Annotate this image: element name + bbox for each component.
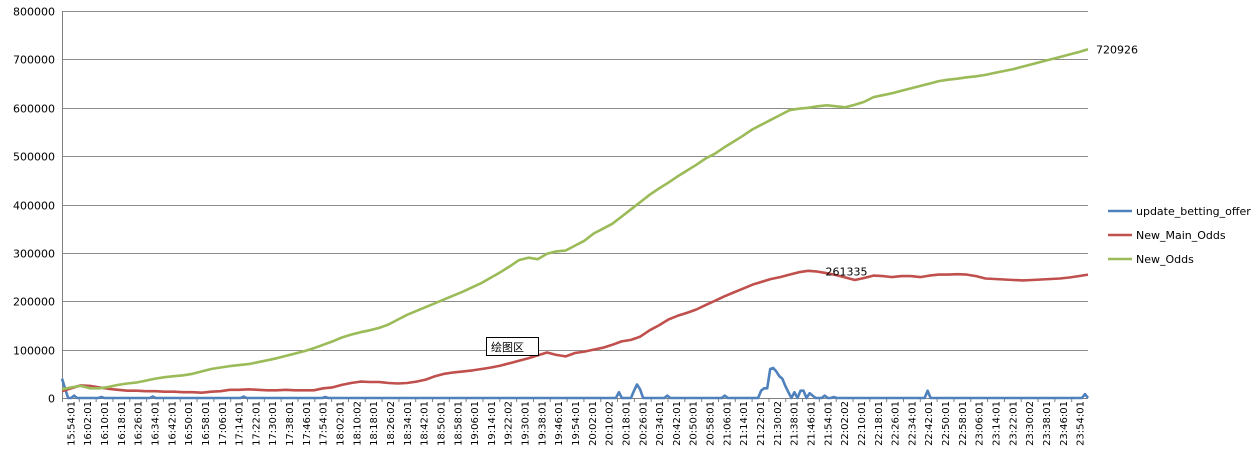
x-tick-label: 21:30:02 (773, 401, 784, 446)
x-tick-label: 19:06:01 (470, 401, 481, 446)
series-line-new-main-odds (61, 269, 1089, 395)
x-tick-label: 19:14:01 (487, 401, 498, 446)
x-tick-label: 23:22:01 (1008, 401, 1019, 446)
x-tick-label: 17:38:01 (285, 401, 296, 446)
series-lines (60, 48, 1090, 400)
x-tick-label: 18:58:01 (453, 401, 464, 446)
x-tick-label: 22:58:01 (958, 401, 969, 446)
x-tick-label: 19:46:01 (554, 401, 565, 446)
x-tick-label: 20:42:01 (672, 401, 683, 446)
x-tick-label: 17:06:01 (218, 401, 229, 446)
x-tick-label: 23:30:02 (1025, 401, 1036, 446)
x-tick-label: 17:30:01 (268, 401, 279, 446)
series-line-new-odds (61, 48, 1089, 391)
x-tick-label: 16:34:01 (151, 401, 162, 446)
x-tick-label: 20:10:02 (605, 401, 616, 446)
gridlines (62, 11, 1088, 399)
x-tick-label: 16:50:01 (184, 401, 195, 446)
x-tick-label: 22:02:02 (840, 401, 851, 446)
x-tick-label: 21:46:01 (806, 401, 817, 446)
x-tick-label: 20:34:01 (655, 401, 666, 446)
x-tick-label: 20:50:01 (689, 401, 700, 446)
y-tick-label: 300000 (13, 248, 55, 261)
x-tick-label: 23:46:01 (1059, 401, 1070, 446)
x-tick-label: 17:46:01 (302, 401, 313, 446)
x-tick-label: 18:26:02 (386, 401, 397, 446)
legend-label: update_betting_offer (1136, 205, 1251, 218)
x-tick-label: 22:26:01 (891, 401, 902, 446)
y-tick-label: 200000 (13, 296, 55, 309)
y-axis-tick-labels: 0 100000 200000 300000 400000 500000 600000 700… (13, 6, 55, 406)
x-tick-label: 20:58:01 (706, 401, 717, 446)
data-annotations: 720926 261335 (826, 43, 1138, 278)
y-tick-label: 400000 (13, 200, 55, 213)
x-tick-label: 19:54:01 (571, 401, 582, 446)
x-tick-label: 22:10:01 (857, 401, 868, 446)
x-tick-label: 17:14:01 (235, 401, 246, 446)
x-tick-label: 16:10:01 (100, 401, 111, 446)
x-tick-label: 21:54:01 (823, 401, 834, 446)
plot-area-tooltip: 绘图区 (486, 337, 539, 356)
y-tick-label: 100000 (13, 345, 55, 358)
x-tick-label: 16:26:01 (134, 401, 145, 446)
y-tick-label: 500000 (13, 151, 55, 164)
y-tick-label: 800000 (13, 6, 55, 19)
x-tick-label: 23:38:01 (1042, 401, 1053, 446)
x-tick-label: 18:34:01 (403, 401, 414, 446)
x-tick-label: 18:02:01 (336, 401, 347, 446)
x-tick-label: 21:06:01 (722, 401, 733, 446)
x-tick-label: 19:38:01 (537, 401, 548, 446)
x-tick-label: 19:22:02 (504, 401, 515, 446)
x-tick-label: 18:50:01 (436, 401, 447, 446)
x-tick-label: 17:54:01 (319, 401, 330, 446)
legend-item-update-betting-offer[interactable]: update_betting_offer (1108, 205, 1251, 218)
x-tick-label: 18:10:02 (352, 401, 363, 446)
x-axis-tick-labels: 15:54:01 16:02:01 16:10:01 16:18:01 16:26:01… (62, 398, 1087, 446)
x-tick-label: 21:22:01 (756, 401, 767, 446)
x-tick-label: 20:18:01 (621, 401, 632, 446)
x-tick-label: 17:22:01 (251, 401, 262, 446)
x-tick-label: 23:06:01 (975, 401, 986, 446)
legend-label: New_Odds (1136, 253, 1194, 266)
x-tick-label: 21:38:01 (790, 401, 801, 446)
x-tick-label: 20:02:01 (588, 401, 599, 446)
x-tick-label: 16:58:01 (201, 401, 212, 446)
data-label: 261335 (826, 266, 868, 279)
x-tick-label: 20:26:01 (638, 401, 649, 446)
x-tick-label: 16:42:01 (167, 401, 178, 446)
x-tick-label: 22:42:01 (924, 401, 935, 446)
plot-area-tooltip-box (486, 337, 539, 356)
y-tick-label: 0 (48, 393, 55, 406)
x-tick-label: 15:54:01 (66, 401, 77, 446)
x-tick-label: 18:42:01 (420, 401, 431, 446)
x-tick-label: 23:54:01 (1076, 401, 1087, 446)
plot-area-tooltip-text: 绘图区 (491, 340, 524, 354)
legend-label: New_Main_Odds (1136, 229, 1226, 242)
series-line-update-betting-offer (60, 366, 1090, 400)
legend[interactable]: update_betting_offer New_Main_Odds New_Odd… (1108, 205, 1251, 266)
x-tick-label: 22:18:01 (874, 401, 885, 446)
y-tick-label: 600000 (13, 103, 55, 116)
x-tick-label: 22:50:01 (941, 401, 952, 446)
x-tick-label: 22:34:01 (907, 401, 918, 446)
data-label: 720926 (1096, 43, 1138, 56)
legend-item-new-main-odds[interactable]: New_Main_Odds (1108, 229, 1226, 242)
x-tick-label: 16:18:01 (117, 401, 128, 446)
x-tick-label: 21:14:01 (739, 401, 750, 446)
x-tick-label: 18:18:01 (369, 401, 380, 446)
x-tick-label: 19:30:01 (521, 401, 532, 446)
x-tick-label: 23:14:01 (991, 401, 1002, 446)
y-tick-label: 700000 (13, 54, 55, 67)
legend-item-new-odds[interactable]: New_Odds (1108, 253, 1194, 266)
x-tick-label: 16:02:01 (83, 401, 94, 446)
